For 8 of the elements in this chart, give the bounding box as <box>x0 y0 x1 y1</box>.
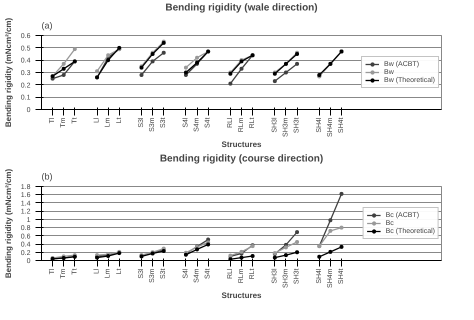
text: (b) <box>42 172 52 182</box>
x-axis-title: Structures <box>221 140 262 149</box>
text: (a) <box>42 20 52 30</box>
chart-title: Bending rigidity (wale direction) <box>165 2 318 14</box>
chart-title: Bending rigidity (course direction) <box>160 154 324 164</box>
y-axis-title: Bending rigidity (mNcm²/cm) <box>4 17 13 128</box>
x-axis-title: Structures <box>221 290 262 300</box>
y-axis-title: Bending rigidity (mNcm²/cm) <box>4 168 13 278</box>
